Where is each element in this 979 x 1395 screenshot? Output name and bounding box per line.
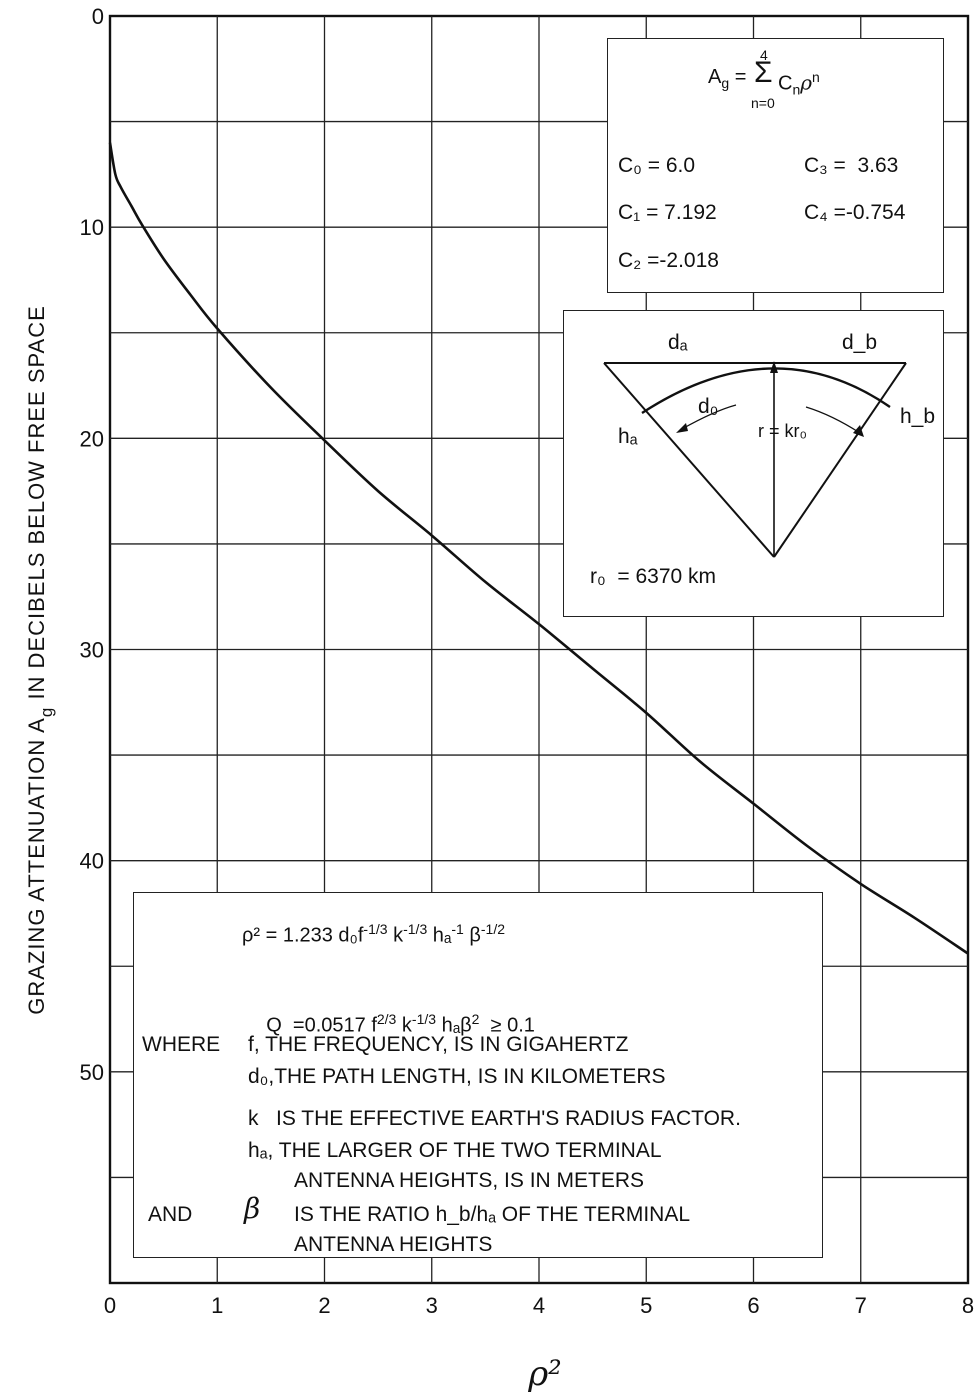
y-tick-label: 30	[80, 638, 104, 663]
x-tick-label: 0	[104, 1293, 116, 1318]
geometry-box: dₐ d_b d₀ hₐ h_b r = kr₀ r₀ = 6370 km	[563, 310, 944, 617]
note-line-5: ANTENNA HEIGHTS, IS IN METERS	[294, 1169, 645, 1192]
note-line-3: k IS THE EFFECTIVE EARTH'S RADIUS FACTOR…	[248, 1107, 741, 1130]
note-line-1: f, THE FREQUENCY, IS IN GIGAHERTZ	[248, 1033, 629, 1056]
x-tick-label: 1	[211, 1293, 223, 1318]
label-hb: h_b	[900, 405, 936, 428]
x-tick-label: 4	[533, 1293, 545, 1318]
notes-box: ρ² = 1.233 d₀f-1/3 k-1/3 hₐ-1 β-1/2 Q =0…	[133, 892, 823, 1258]
label-r: r = kr₀	[758, 421, 807, 441]
geometry-diagram	[603, 361, 907, 558]
coef-c3: C₃ = 3.63	[804, 154, 899, 177]
x-tick-label: 5	[640, 1293, 652, 1318]
y-tick-label: 40	[80, 849, 104, 874]
coef-c2: C₂ =-2.018	[618, 249, 719, 272]
note-line-4: hₐ, THE LARGER OF THE TWO TERMINAL	[248, 1139, 662, 1162]
label-da: dₐ	[668, 331, 688, 354]
x-axis-label: ρ²	[527, 1354, 562, 1394]
label-do: d₀	[698, 395, 719, 418]
sum-sign: Σ	[754, 56, 773, 89]
x-tick-label: 6	[747, 1293, 759, 1318]
y-tick-label: 10	[80, 215, 104, 240]
y-tick-label: 0	[92, 4, 104, 29]
sum-top: 4	[760, 47, 768, 63]
note-line-6: IS THE RATIO h_b/hₐ OF THE TERMINAL	[294, 1203, 691, 1226]
coef-c1: C₁ = 7.192	[618, 201, 717, 224]
coef-c4: C₄ =-0.754	[804, 201, 906, 224]
beta-symbol: β	[244, 1192, 261, 1225]
x-tick-label: 3	[426, 1293, 438, 1318]
attenuation-curve	[108, 142, 969, 955]
x-tick-label: 2	[318, 1293, 330, 1318]
y-tick-label: 50	[80, 1060, 104, 1085]
x-tick-label: 7	[855, 1293, 867, 1318]
formula-box: Ag = 4 Σ n=0 Cnρn C₀ = 6.0 C₁ = 7.192 C₂…	[607, 38, 944, 293]
q-formula: Q =0.0517 f2/3 k-1/3 hₐβ2 ≥ 0.1	[266, 1011, 535, 1037]
label-ha: hₐ	[618, 425, 638, 448]
label-db: d_b	[842, 331, 878, 354]
label-r0: r₀ = 6370 km	[590, 565, 717, 588]
where-label: WHERE	[142, 1033, 221, 1056]
y-axis-label: GRAZING ATTENUATION Ag IN DECIBELS BELOW…	[24, 305, 56, 1015]
rho-formula: ρ² = 1.233 d₀f-1/3 k-1/3 hₐ-1 β-1/2	[242, 921, 505, 947]
x-tick-label: 8	[962, 1293, 974, 1318]
sum-bottom: n=0	[751, 95, 775, 111]
sum-term: Cnρn	[778, 69, 820, 98]
and-label: AND	[148, 1203, 193, 1226]
y-tick-label: 20	[80, 426, 104, 451]
note-line-7: ANTENNA HEIGHTS	[294, 1233, 493, 1256]
sum-formula: Ag =	[708, 66, 747, 91]
coef-c0: C₀ = 6.0	[618, 154, 696, 177]
tick-labels: 0 1 2 3 4 5 6 7 8 0 10 20 30 40 50	[80, 4, 975, 1318]
note-line-2: d₀,THE PATH LENGTH, IS IN KILOMETERS	[248, 1065, 666, 1088]
